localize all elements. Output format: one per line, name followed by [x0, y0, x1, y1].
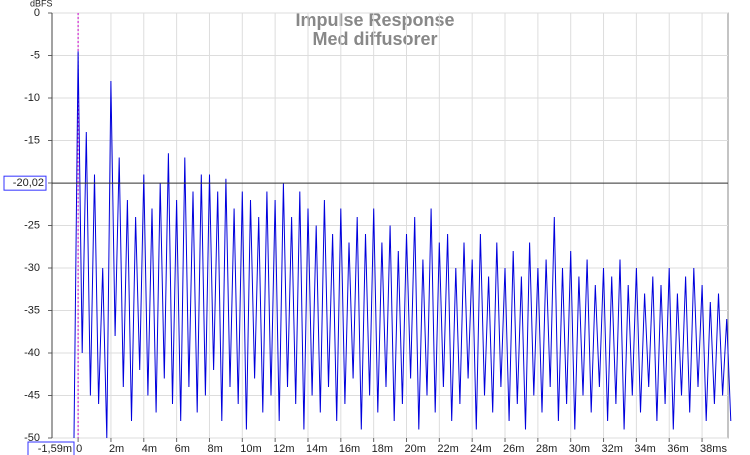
y-tick-label: -5 [30, 49, 40, 61]
x-tick-label: 14m [306, 443, 327, 455]
x-tick-label: 8m [207, 443, 222, 455]
x-tick-label: 32m [602, 443, 623, 455]
x-tick-label: 26m [503, 443, 524, 455]
x-tick-label: 16m [339, 443, 360, 455]
y-tick-label: -50 [24, 432, 40, 444]
x-tick-label: 34m [634, 443, 655, 455]
x-tick-label: 24m [470, 443, 491, 455]
y-tick-label: -15 [24, 134, 40, 146]
y-tick-label: -30 [24, 262, 40, 274]
x-tick-label: 22m [437, 443, 458, 455]
y-tick-label: -35 [24, 304, 40, 316]
y-cursor-label: -20,02 [13, 177, 44, 189]
x-tick-label: 10m [240, 443, 261, 455]
y-tick-label: -40 [24, 347, 40, 359]
y-tick-label: -10 [24, 92, 40, 104]
x-tick-label: 30m [569, 443, 590, 455]
x-cursor-label: -1,59m [38, 443, 72, 455]
x-tick-label: 12m [273, 443, 294, 455]
chart-title: Impulse Response [295, 10, 454, 30]
x-tick-label: 28m [536, 443, 557, 455]
y-tick-label: -25 [24, 219, 40, 231]
x-tick-label: 36m [667, 443, 688, 455]
x-tick-label: 6m [175, 443, 190, 455]
y-axis-label: dBFS [30, 0, 53, 8]
x-tick-label: 38ms [700, 443, 727, 455]
series-line [73, 51, 732, 439]
x-tick-label: 0 [76, 443, 82, 455]
x-cursor-box [27, 441, 75, 455]
x-tick-label: 18m [372, 443, 393, 455]
x-tick-label: 4m [142, 443, 157, 455]
chart-subtitle: Med diffusorer [312, 29, 437, 49]
y-tick-label: 0 [34, 7, 40, 19]
y-cursor-box [3, 175, 47, 191]
y-tick-label: -45 [24, 389, 40, 401]
x-tick-label: 2m [109, 443, 124, 455]
x-tick-label: 20m [405, 443, 426, 455]
